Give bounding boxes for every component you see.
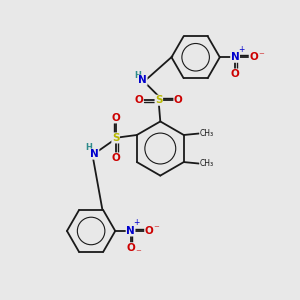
Text: N: N [90, 149, 99, 159]
Text: N: N [126, 226, 135, 236]
Text: N: N [231, 52, 239, 62]
Text: S: S [155, 95, 163, 105]
Text: O: O [126, 243, 135, 253]
Text: O: O [145, 226, 154, 236]
Text: ⁻: ⁻ [135, 248, 141, 258]
Text: S: S [112, 133, 119, 143]
Text: O: O [249, 52, 258, 62]
Text: +: + [238, 45, 244, 54]
Text: O: O [111, 153, 120, 163]
Text: O: O [231, 69, 239, 79]
Text: H: H [85, 143, 92, 152]
Text: ⁻: ⁻ [154, 224, 159, 235]
Text: H: H [134, 71, 141, 80]
Text: N: N [138, 75, 147, 85]
Text: O: O [111, 113, 120, 123]
Text: CH₃: CH₃ [200, 129, 214, 138]
Text: CH₃: CH₃ [200, 159, 214, 168]
Text: O: O [134, 95, 143, 105]
Text: O: O [174, 95, 183, 105]
Text: +: + [133, 218, 140, 227]
Text: ⁻: ⁻ [258, 51, 264, 61]
